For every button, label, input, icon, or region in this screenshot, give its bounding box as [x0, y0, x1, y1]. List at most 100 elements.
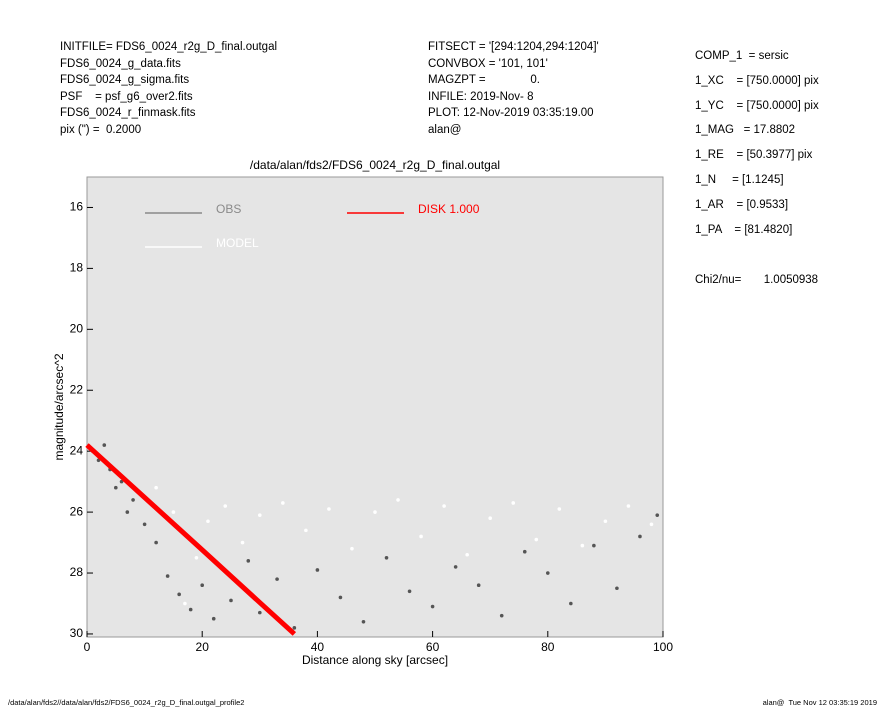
x-axis-label: Distance along sky [arcsec] [302, 653, 448, 667]
plot-area [86, 176, 664, 638]
data-point [419, 534, 423, 539]
param-line: 1_MAG = 17.8802 [695, 124, 796, 137]
data-point [119, 479, 124, 484]
data-point [592, 543, 596, 548]
data-point [281, 501, 285, 505]
data-point [102, 443, 107, 447]
chart-title: /data/alan/fds2/FDS6_0024_r2g_D_final.ou… [250, 158, 500, 172]
info-line: alan@ [428, 124, 462, 136]
data-point [154, 540, 158, 545]
data-point [638, 534, 642, 539]
data-point [292, 626, 297, 630]
info-line: PLOT: 12-Nov-2019 03:35:19.00 [428, 107, 594, 120]
y-tick-label: 24 [70, 443, 84, 457]
info-line: INFILE: 2019-Nov- 8 [428, 90, 534, 103]
data-point [499, 613, 504, 618]
data-point [465, 552, 469, 557]
y-tick-label: 28 [70, 565, 84, 579]
data-point [125, 510, 130, 514]
info-line: INITFILE= FDS6_0024_r2g_D_final.outgal [60, 41, 278, 53]
info-line: FITSECT = '[294:1204,294:1204]' [428, 41, 599, 53]
param-line: 1_RE = [50.3977] pix [695, 149, 813, 162]
data-point [315, 568, 320, 572]
data-point [188, 607, 193, 612]
data-point [327, 507, 331, 511]
data-point [211, 616, 216, 621]
chi2: Chi2/nu= 1.0050938 [695, 274, 819, 286]
data-point [649, 522, 654, 527]
x-tick-label: 40 [311, 640, 325, 654]
data-point [511, 501, 516, 505]
data-point [569, 601, 573, 606]
data-point [373, 510, 377, 514]
data-point [476, 583, 481, 588]
data-point [522, 549, 527, 554]
data-point [615, 586, 619, 591]
data-point [258, 513, 262, 517]
data-point [442, 504, 446, 508]
data-point [240, 540, 245, 545]
y-axis-label: magnitude/arcsec^2 [52, 353, 66, 460]
data-point [114, 485, 118, 490]
data-point [246, 559, 251, 563]
data-point [154, 485, 158, 490]
data-point [557, 507, 562, 511]
data-point [626, 504, 631, 508]
footer-right: alan@ Tue Nov 12 03:35:19 2019 [762, 698, 877, 707]
param-line: 1_YC = [750.0000] pix [695, 99, 819, 112]
data-point [275, 577, 279, 581]
data-point [183, 601, 187, 606]
param-line: 1_XC = [750.0000] pix [695, 74, 819, 87]
data-point [603, 519, 608, 524]
y-tick-label: 18 [70, 261, 84, 275]
data-point [258, 610, 262, 615]
info-line: pix (") = 0.2000 [60, 124, 142, 136]
data-point [177, 592, 181, 597]
data-point [229, 598, 233, 603]
data-point [453, 565, 458, 569]
data-point [396, 498, 400, 502]
data-point [223, 504, 228, 508]
y-tick-label: 20 [70, 321, 84, 335]
data-point [165, 574, 170, 578]
x-tick-label: 80 [541, 640, 555, 654]
x-tick-label: 0 [84, 640, 91, 654]
data-point [546, 571, 550, 575]
param-line: COMP_1 = sersic [695, 50, 789, 62]
info-line: MAGZPT = 0. [428, 74, 540, 87]
info-line: FDS6_0024_r_finmask.fits [60, 107, 196, 120]
data-point [430, 604, 435, 609]
data-point [580, 543, 585, 548]
data-point [194, 555, 199, 560]
legend-label: DISK 1.000 [418, 202, 480, 216]
data-point [384, 555, 389, 560]
data-point [200, 583, 204, 588]
data-point [350, 546, 354, 551]
data-point [142, 522, 147, 527]
y-tick-label: 26 [70, 504, 84, 518]
x-tick-label: 60 [426, 640, 440, 654]
data-point [171, 510, 176, 514]
data-point [407, 589, 412, 594]
y-tick-label: 30 [70, 626, 84, 640]
legend-label: OBS [216, 202, 241, 216]
info-line: FDS6_0024_g_sigma.fits [60, 74, 190, 87]
data-point [338, 595, 343, 600]
data-point [131, 498, 135, 502]
x-tick-label: 20 [196, 640, 210, 654]
y-tick-label: 16 [70, 200, 84, 214]
param-line: 1_PA = [81.4820] [695, 223, 793, 236]
info-line: FDS6_0024_g_data.fits [60, 57, 181, 70]
data-point [206, 519, 210, 524]
info-line: PSF = psf_g6_over2.fits [60, 90, 193, 103]
data-point [655, 513, 660, 517]
footer-left: /data/alan/fds2//data/alan/fds2/FDS6_002… [8, 698, 245, 707]
param-line: 1_N = [1.1245] [695, 174, 784, 186]
param-line: 1_AR = [0.9533] [695, 198, 789, 211]
data-point [304, 528, 308, 533]
data-point [361, 619, 366, 624]
data-point [488, 516, 493, 520]
legend-label: MODEL [216, 236, 259, 250]
